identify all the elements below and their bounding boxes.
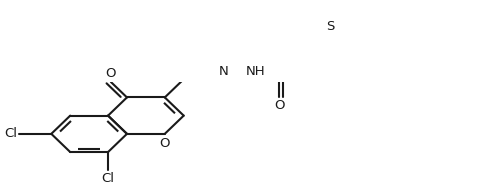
Text: O: O bbox=[160, 137, 170, 150]
Text: NH: NH bbox=[246, 65, 266, 78]
Text: S: S bbox=[327, 20, 335, 33]
Text: O: O bbox=[106, 67, 116, 80]
Text: N: N bbox=[218, 65, 228, 78]
Text: O: O bbox=[274, 99, 284, 112]
Text: Cl: Cl bbox=[4, 127, 17, 140]
Text: Cl: Cl bbox=[102, 172, 114, 185]
